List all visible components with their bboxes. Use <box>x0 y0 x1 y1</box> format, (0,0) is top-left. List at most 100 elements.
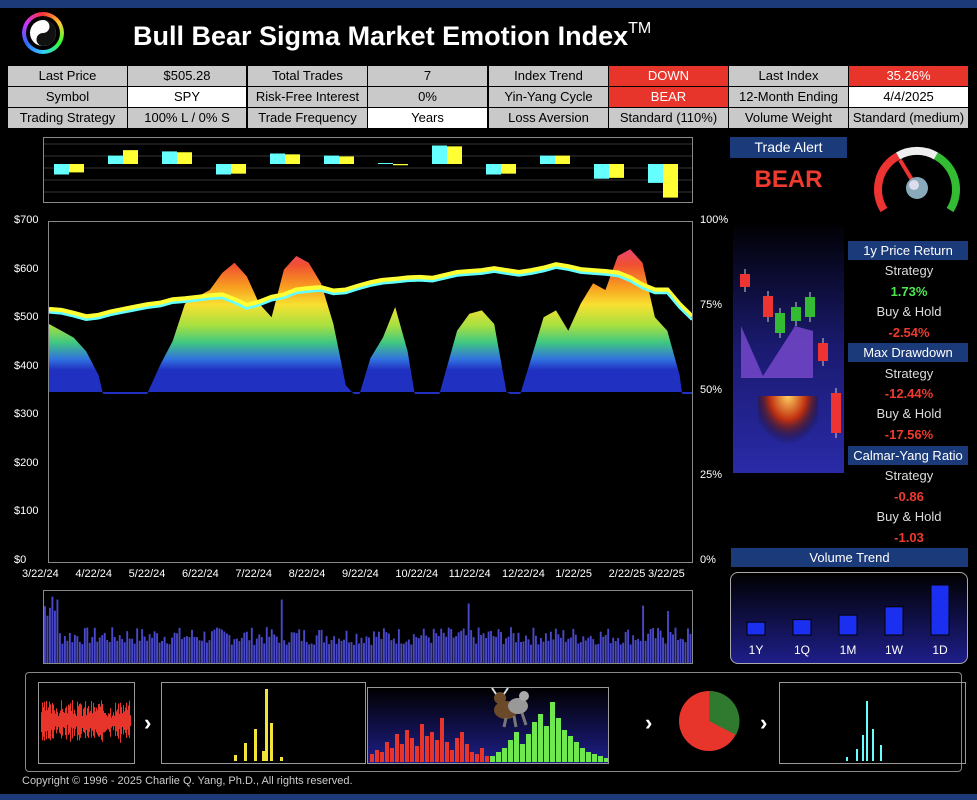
volume-bar <box>412 634 415 663</box>
volume-bar <box>186 636 188 663</box>
volume-bar <box>480 635 483 663</box>
volume-bar <box>113 636 116 663</box>
volume-bar <box>235 638 238 663</box>
bull-hist-bar <box>592 754 597 762</box>
volume-trend-bar <box>792 619 812 636</box>
volume-bar <box>614 640 617 663</box>
noise-bar <box>106 714 107 731</box>
strategy-return-bar <box>162 151 177 164</box>
strategy-return-bar <box>432 145 447 164</box>
volume-bar <box>617 637 620 663</box>
volume-bar <box>622 642 625 663</box>
symbol-input[interactable]: SPY <box>128 87 246 107</box>
volume-bar <box>674 627 677 663</box>
bear-hist-bar <box>420 724 424 762</box>
top-band <box>0 0 977 8</box>
volume-bar <box>490 630 493 663</box>
volume-bar <box>574 634 577 663</box>
bear-hist-bar <box>465 744 469 762</box>
pr-strategy-label: Strategy <box>884 263 934 278</box>
volume-bar <box>305 641 308 663</box>
volume-bar <box>437 636 440 663</box>
noise-bar <box>110 708 111 737</box>
frequency-select[interactable]: Years <box>368 108 487 128</box>
volume-bar <box>602 636 605 663</box>
x-tick: 2/22/25 <box>608 568 646 580</box>
volume-bar <box>98 637 101 663</box>
volume-bar <box>206 642 208 663</box>
bull-hist-bar <box>538 714 543 762</box>
volume-weight-value: Standard (medium) <box>849 108 968 128</box>
index-trend-label: Index Trend <box>489 66 608 86</box>
bull-hist-bar <box>550 702 555 762</box>
yellow-hist-bar <box>280 757 283 761</box>
y-tick-left: $0 <box>14 554 27 566</box>
volume-trend-label: 1W <box>885 643 904 657</box>
volume-bar <box>161 640 164 663</box>
buyhold-return-bar <box>447 146 462 164</box>
volume-bar <box>587 637 590 663</box>
noise-bar <box>55 713 56 727</box>
y-tick-right: 100% <box>700 214 729 226</box>
volume-bar <box>181 639 183 663</box>
volume-bar <box>353 644 355 663</box>
volume-bar <box>634 639 637 663</box>
sentiment-gauge-icon <box>870 140 964 230</box>
volume-bar <box>679 638 682 663</box>
noise-bar <box>124 711 125 730</box>
volume-bar <box>502 644 505 663</box>
volume-bar <box>415 637 418 663</box>
volume-bar <box>233 639 236 663</box>
noise-bar <box>90 710 91 729</box>
cy-strategy-value: -0.86 <box>894 489 924 504</box>
volume-bar <box>477 627 480 663</box>
volume-bar <box>118 635 121 663</box>
volume-bar <box>350 642 353 663</box>
strategy-return-bar <box>324 155 339 164</box>
noise-bar <box>51 713 52 731</box>
volume-bar <box>268 636 271 663</box>
yinyang-label: Yin-Yang Cycle <box>489 87 608 107</box>
volume-bar <box>654 638 657 663</box>
bull-hist-bar <box>490 756 495 762</box>
volume-bar <box>116 640 119 663</box>
noise-bar <box>129 700 130 738</box>
noise-bar <box>73 713 74 729</box>
noise-bar <box>63 711 64 728</box>
bear-hist-bar <box>430 732 434 762</box>
strategy-label: Trading Strategy <box>8 108 127 128</box>
noise-bar <box>104 712 105 733</box>
volume-bar <box>201 640 203 663</box>
volume-bar <box>131 638 134 663</box>
candle-body <box>740 274 750 287</box>
bear-hist-bar <box>455 738 459 762</box>
ending-date-input[interactable]: 4/4/2025 <box>849 87 968 107</box>
risk-free-value: 0% <box>368 87 487 107</box>
bear-hist-bar <box>435 740 439 762</box>
noise-bar <box>113 712 114 731</box>
noise-bar <box>49 701 50 739</box>
noise-bar <box>111 717 112 728</box>
noise-bar <box>58 716 59 727</box>
volume-bar <box>136 628 139 663</box>
volume-bar <box>657 627 659 663</box>
volume-bar <box>78 641 81 663</box>
volume-bar <box>153 631 156 663</box>
volume-bar <box>512 633 515 663</box>
volume-bar <box>245 631 248 663</box>
volume-bar <box>285 644 288 663</box>
chevron-right-icon: › <box>760 710 768 735</box>
bear-hist-bar <box>445 742 449 762</box>
x-tick: 5/22/24 <box>128 568 166 580</box>
volume-bar <box>410 644 413 663</box>
volume-bar <box>627 629 630 663</box>
y-tick-right: 75% <box>700 299 723 311</box>
volume-bar <box>385 632 388 663</box>
volume-bar <box>248 640 251 663</box>
noise-bar <box>103 710 104 733</box>
bull-hist-bar <box>514 732 519 762</box>
volume-bar <box>295 633 298 663</box>
bear-hist-bar <box>375 750 379 762</box>
bear-hist-bar <box>425 736 429 762</box>
trade-alert-signal: BEAR <box>754 166 823 193</box>
